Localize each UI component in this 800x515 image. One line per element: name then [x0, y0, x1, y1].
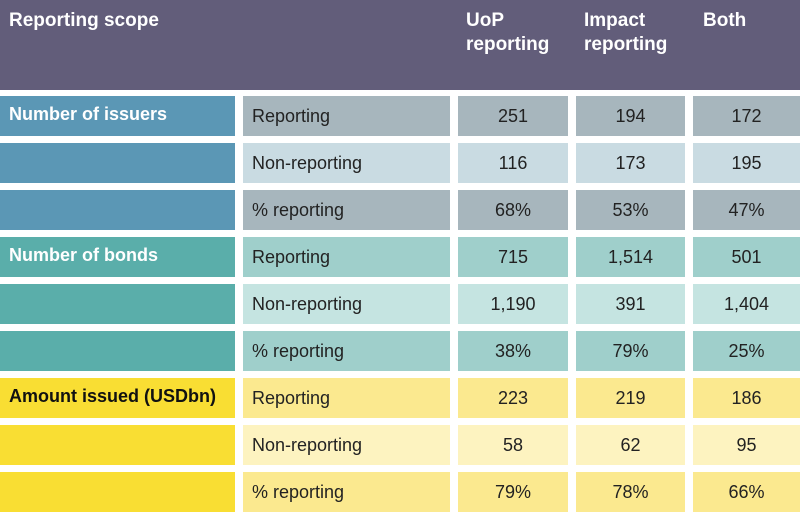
group-label-spacer: [0, 331, 235, 371]
table-cell: 251: [458, 96, 568, 136]
table-cell: 68%: [458, 190, 568, 230]
row-type-label: Reporting: [243, 96, 450, 136]
row-type-label: Non-reporting: [243, 425, 450, 465]
row-type-label: % reporting: [243, 190, 450, 230]
table-cell: 715: [458, 237, 568, 277]
header-uop: UoP reporting: [466, 10, 550, 55]
row-type-label: Non-reporting: [243, 143, 450, 183]
table-cell: 501: [693, 237, 800, 277]
group-label-spacer: [0, 425, 235, 465]
table-cell: 186: [693, 378, 800, 418]
group-label-spacer: [0, 472, 235, 512]
table-cell: 194: [576, 96, 685, 136]
table-cell: 1,404: [693, 284, 800, 324]
table-header: Reporting scope UoP reporting Impact rep…: [0, 0, 800, 90]
table-cell: 195: [693, 143, 800, 183]
table-cell: 25%: [693, 331, 800, 371]
table-cell: 223: [458, 378, 568, 418]
table-cell: 219: [576, 378, 685, 418]
table-cell: 38%: [458, 331, 568, 371]
row-type-label: Reporting: [243, 237, 450, 277]
row-type-label: Non-reporting: [243, 284, 450, 324]
row-type-label: % reporting: [243, 331, 450, 371]
table-cell: 58: [458, 425, 568, 465]
table-cell: 62: [576, 425, 685, 465]
table-cell: 78%: [576, 472, 685, 512]
group-label: Number of bonds: [0, 237, 235, 277]
row-type-label: % reporting: [243, 472, 450, 512]
table-cell: 79%: [576, 331, 685, 371]
group-label: Number of issuers: [0, 96, 235, 136]
table-cell: 116: [458, 143, 568, 183]
table-cell: 1,190: [458, 284, 568, 324]
header-impact: Impact reporting: [584, 10, 668, 55]
data-table: Number of issuers Reporting 251 194 172 Non-r…: [0, 96, 800, 512]
table-cell: 173: [576, 143, 685, 183]
table-cell: 47%: [693, 190, 800, 230]
group-label-spacer: [0, 284, 235, 324]
table-cell: 66%: [693, 472, 800, 512]
header-reporting-scope: Reporting scope: [9, 10, 159, 31]
table-cell: 95: [693, 425, 800, 465]
table-cell: 53%: [576, 190, 685, 230]
group-label-spacer: [0, 190, 235, 230]
table-cell: 172: [693, 96, 800, 136]
header-both: Both: [703, 10, 747, 31]
group-label-spacer: [0, 143, 235, 183]
table-cell: 79%: [458, 472, 568, 512]
group-label: Amount issued (USDbn): [0, 378, 235, 418]
row-type-label: Reporting: [243, 378, 450, 418]
table-cell: 391: [576, 284, 685, 324]
table-cell: 1,514: [576, 237, 685, 277]
